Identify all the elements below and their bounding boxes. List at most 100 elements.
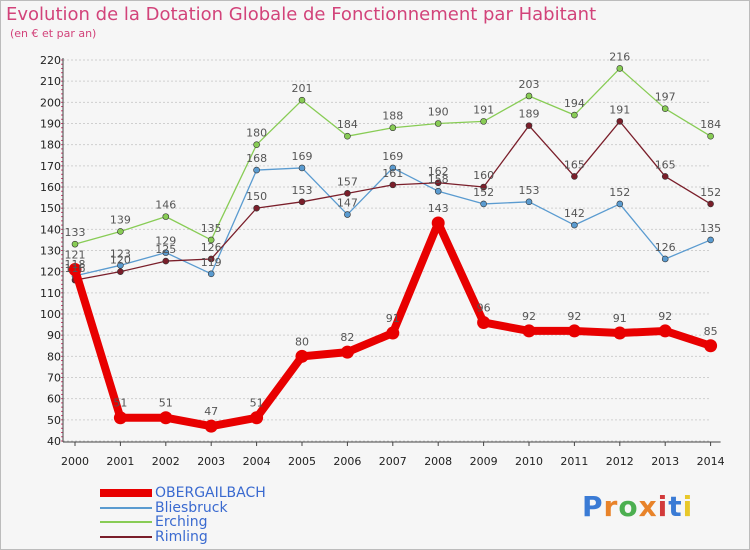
legend-swatch	[100, 535, 152, 538]
legend-item: Bliesbruck	[100, 501, 266, 516]
data-label: 146	[155, 199, 176, 212]
y-tick-label: 220	[40, 54, 61, 67]
data-label: 161	[382, 167, 403, 180]
data-label: 121	[65, 249, 86, 262]
data-point	[298, 96, 306, 104]
data-point	[389, 181, 397, 189]
data-label: 91	[613, 312, 627, 325]
data-point	[344, 132, 351, 140]
y-tick-label: 160	[40, 181, 61, 194]
x-tick-label: 2000	[61, 455, 89, 468]
data-point	[661, 173, 669, 180]
y-tick-label: 40	[47, 435, 61, 448]
data-point	[389, 124, 397, 132]
legend-item: OBERGAILBACH	[100, 486, 266, 501]
data-point	[159, 411, 173, 425]
logo-letter: x	[638, 490, 658, 523]
data-label: 135	[201, 222, 222, 235]
data-label: 157	[337, 175, 358, 188]
data-label: 160	[473, 169, 494, 182]
legend: OBERGAILBACH Bliesbruck Erching Rimling	[100, 486, 266, 544]
data-point	[204, 419, 218, 433]
data-label: 91	[386, 312, 400, 325]
y-tick-label: 140	[40, 223, 61, 236]
data-point	[613, 326, 627, 340]
x-tick-label: 2009	[470, 455, 498, 468]
data-label: 165	[655, 158, 676, 171]
data-point	[117, 228, 124, 235]
data-label: 197	[655, 91, 676, 104]
data-point	[68, 263, 82, 277]
data-point	[525, 122, 533, 129]
data-label: 126	[655, 241, 676, 254]
y-tick-label: 100	[40, 308, 61, 321]
data-point	[616, 118, 624, 125]
data-label: 191	[609, 103, 630, 116]
data-label: 189	[519, 108, 540, 121]
data-point	[386, 326, 400, 340]
data-point	[661, 105, 669, 112]
y-tick-label: 70	[47, 372, 61, 385]
legend-item: Erching	[100, 515, 266, 530]
data-label: 169	[292, 150, 313, 163]
data-label: 147	[337, 197, 358, 210]
y-tick-label: 80	[47, 350, 61, 363]
data-label: 92	[567, 310, 581, 323]
data-label: 80	[295, 335, 309, 348]
data-label: 139	[110, 213, 131, 226]
logo-letter: i	[657, 490, 669, 523]
data-point	[616, 65, 624, 72]
x-tick-label: 2012	[606, 455, 634, 468]
data-label: 162	[428, 165, 449, 178]
data-label: 194	[564, 97, 585, 110]
proxiti-logo: Proxiti	[582, 490, 693, 523]
data-point	[117, 268, 124, 275]
data-label: 216	[609, 50, 630, 63]
data-label: 150	[246, 190, 267, 203]
data-label: 188	[382, 110, 403, 123]
y-tick-label: 150	[40, 202, 61, 215]
data-label: 118	[65, 258, 86, 271]
data-label: 51	[250, 397, 264, 410]
data-label: 116	[65, 262, 86, 275]
data-label: 184	[700, 118, 721, 131]
logo-letter: i	[682, 490, 694, 523]
data-label: 51	[113, 397, 127, 410]
data-label: 168	[246, 152, 267, 165]
line-chart: 4050607080901001101201301401501601701801…	[40, 50, 725, 468]
data-label: 152	[473, 186, 494, 199]
data-point	[661, 255, 669, 263]
y-tick-label: 50	[47, 414, 61, 427]
data-point	[71, 240, 79, 248]
data-label: 126	[201, 241, 222, 254]
data-label: 123	[110, 247, 131, 260]
data-label: 82	[340, 331, 354, 344]
axes: 40 50 60 70 80 90 100 110 120 130 140 150 160 170 180 1…	[40, 54, 725, 468]
data-point	[207, 236, 215, 244]
data-point	[525, 92, 533, 100]
y-tick-label: 180	[40, 139, 61, 152]
x-tick-label: 2013	[651, 455, 679, 468]
logo-letter: t	[668, 490, 683, 523]
chart-subtitle: (en € et par an)	[10, 27, 97, 40]
series-layer	[68, 65, 718, 433]
data-label: 190	[428, 106, 449, 119]
x-tick-label: 2001	[106, 455, 134, 468]
legend-swatch	[100, 506, 152, 509]
data-label: 47	[204, 405, 218, 418]
data-point	[389, 164, 397, 172]
data-point	[571, 111, 578, 119]
data-label: 180	[246, 127, 267, 140]
data-point	[480, 118, 487, 125]
y-tick-label: 60	[47, 393, 61, 406]
data-label: 169	[382, 150, 403, 163]
data-label: 135	[700, 222, 721, 235]
data-point	[571, 173, 578, 180]
data-point	[162, 249, 170, 256]
data-point	[522, 324, 536, 338]
y-tick-label: 110	[40, 287, 61, 300]
data-point	[253, 204, 260, 212]
y-tick-label: 130	[40, 245, 61, 258]
data-point	[162, 213, 170, 220]
